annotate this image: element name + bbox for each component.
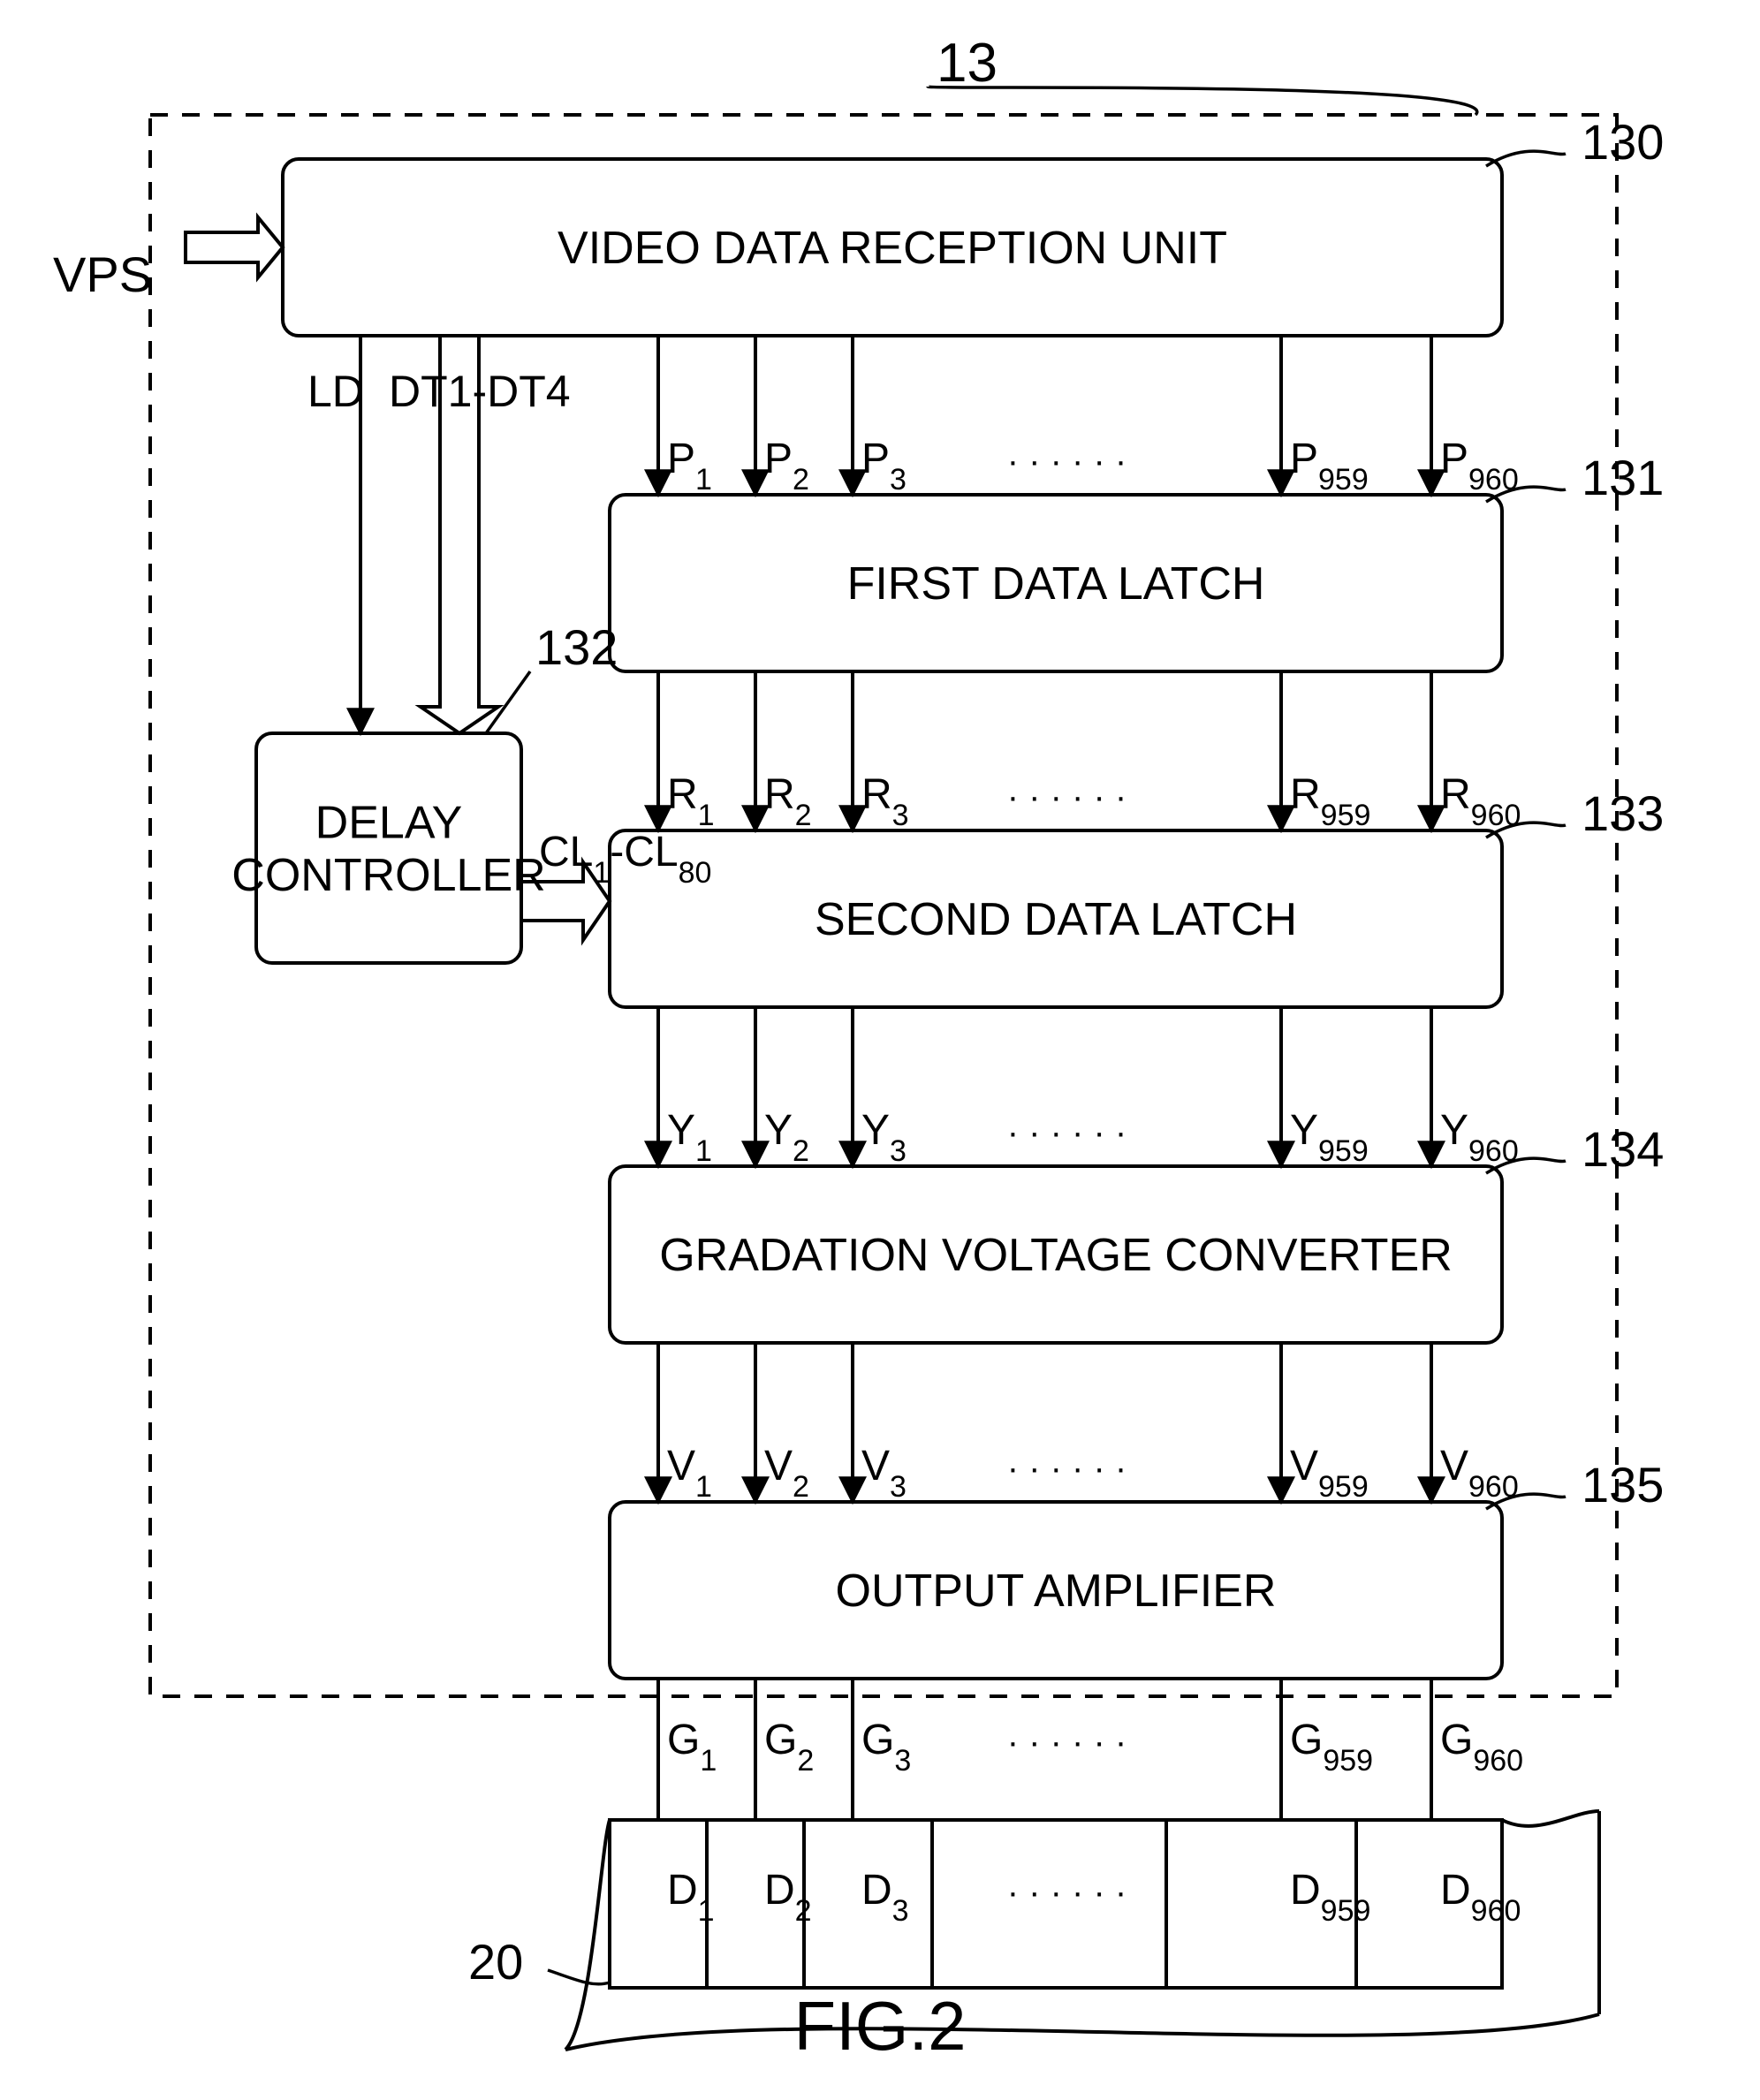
r-label: R959 [1290, 771, 1370, 832]
ld-label: LD [307, 367, 364, 416]
d-label: D960 [1440, 1867, 1521, 1928]
figure-label: FIG.2 [793, 1987, 966, 2065]
ref-132: 132 [535, 619, 618, 675]
y-label: Y2 [764, 1107, 809, 1168]
v-label: V3 [861, 1443, 907, 1504]
leader-13 [928, 87, 1477, 115]
ellipsis-Y: · · · · · · [1007, 1113, 1127, 1152]
p-label: P959 [1290, 436, 1369, 497]
y-label: Y960 [1440, 1107, 1519, 1168]
g-label: G3 [861, 1717, 911, 1778]
leader-132 [486, 671, 530, 733]
ref-13: 13 [937, 33, 998, 94]
v-label: V959 [1290, 1443, 1369, 1504]
r-label: R1 [667, 771, 715, 832]
ellipsis-D: · · · · · · [1007, 1873, 1127, 1912]
y-label: Y1 [667, 1107, 712, 1168]
p-label: P1 [667, 436, 712, 497]
ref-130: 130 [1582, 114, 1664, 170]
v-label: V960 [1440, 1443, 1519, 1504]
v-label: V2 [764, 1443, 809, 1504]
g-label: G2 [764, 1717, 814, 1778]
p-label: P960 [1440, 436, 1519, 497]
ellipsis-P: · · · · · · [1007, 442, 1127, 481]
g-label: G1 [667, 1717, 717, 1778]
ellipsis-R: · · · · · · [1007, 777, 1127, 816]
vps-arrow [186, 217, 283, 277]
p-label: P3 [861, 436, 907, 497]
block-label-132: DELAY [315, 797, 463, 848]
vps-label: VPS [53, 246, 152, 302]
block-label-131: FIRST DATA LATCH [847, 558, 1265, 610]
block-label-135: OUTPUT AMPLIFIER [836, 1566, 1277, 1617]
panel-curve-bottom [565, 2014, 1599, 2050]
r-label: R2 [764, 771, 812, 832]
block-label-130: VIDEO DATA RECEPTION UNIT [558, 223, 1227, 274]
block-label-134: GRADATION VOLTAGE CONVERTER [659, 1230, 1453, 1281]
ref-133: 133 [1582, 785, 1664, 841]
d-label: D3 [861, 1867, 909, 1928]
ref-20: 20 [468, 1934, 523, 1990]
ellipsis-V: · · · · · · [1007, 1449, 1127, 1488]
dt-label: DT1-DT4 [389, 367, 571, 416]
g-label: G959 [1290, 1717, 1373, 1778]
block-label-132: CONTROLLER [231, 850, 545, 901]
ellipsis-G: · · · · · · [1007, 1723, 1127, 1762]
block-label-133: SECOND DATA LATCH [815, 894, 1297, 945]
r-label: R960 [1440, 771, 1521, 832]
y-label: Y3 [861, 1107, 907, 1168]
r-label: R3 [861, 771, 909, 832]
diagram-svg: 13 VPS VIDEO DATA RECEPTION UNIT 130 FIRST D… [0, 0, 1760, 2100]
diagram-page: 13 VPS VIDEO DATA RECEPTION UNIT 130 FIRST D… [0, 0, 1760, 2100]
g-label: G960 [1440, 1717, 1523, 1778]
leader-20 [548, 1970, 610, 1984]
ref-134: 134 [1582, 1121, 1664, 1177]
y-label: Y959 [1290, 1107, 1369, 1168]
panel-curve-right-top [1502, 1811, 1599, 1826]
ref-135: 135 [1582, 1457, 1664, 1512]
p-label: P2 [764, 436, 809, 497]
v-label: V1 [667, 1443, 712, 1504]
panel-curve-left [565, 1820, 610, 2050]
ref-131: 131 [1582, 450, 1664, 505]
d-label: D959 [1290, 1867, 1370, 1928]
